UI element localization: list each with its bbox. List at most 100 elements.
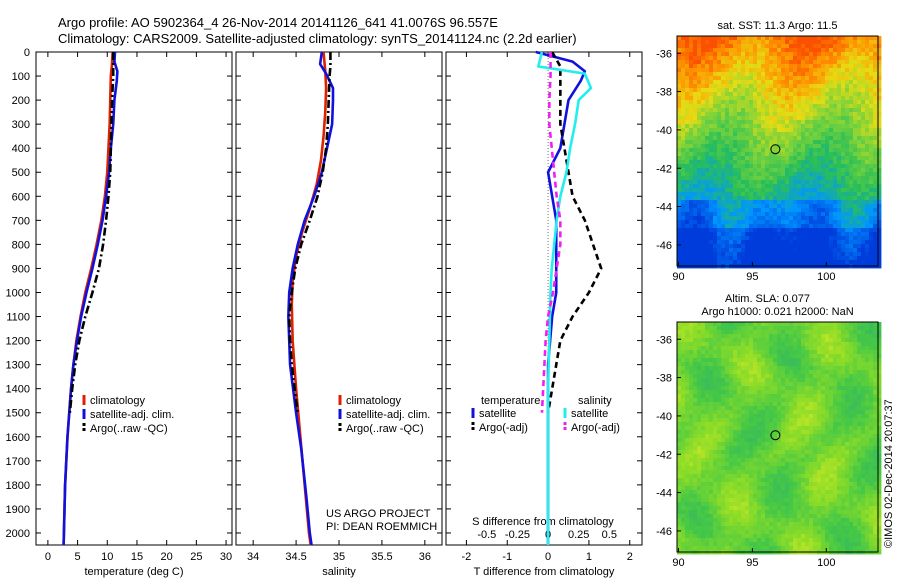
map-cell <box>697 160 702 165</box>
map-cell <box>849 188 854 193</box>
map-cell <box>845 216 850 221</box>
map-cell <box>777 350 782 355</box>
map-cell <box>781 232 786 237</box>
map-cell <box>853 366 858 371</box>
map-cell <box>801 188 806 193</box>
map-cell <box>777 64 782 69</box>
map-cell <box>697 394 702 399</box>
map-cell <box>861 256 866 261</box>
map-cell <box>821 212 826 217</box>
map-cell <box>837 362 842 367</box>
map-cell <box>701 248 706 253</box>
map-cell <box>837 358 842 363</box>
map-cell <box>873 176 878 181</box>
map-cell <box>741 248 746 253</box>
map-cell <box>869 160 874 165</box>
map-cell <box>705 362 710 367</box>
map-cell <box>745 260 750 265</box>
map-cell <box>697 358 702 363</box>
map-cell <box>733 92 738 97</box>
map-cell <box>813 196 818 201</box>
map-cell <box>753 116 758 121</box>
map-cell <box>845 450 850 455</box>
map-cell <box>845 44 850 49</box>
map-cell <box>713 236 718 241</box>
map-cell <box>761 252 766 257</box>
map-cell <box>737 224 742 229</box>
map-cell <box>785 208 790 213</box>
map-cell <box>861 228 866 233</box>
y-tick-label: 500 <box>12 167 30 179</box>
map-cell <box>865 228 870 233</box>
map-cell <box>769 414 774 419</box>
map-cell <box>821 172 826 177</box>
map-cell <box>861 240 866 245</box>
map-cell <box>845 88 850 93</box>
map-cell <box>789 260 794 265</box>
map-cell <box>877 68 882 73</box>
map-cell <box>797 260 802 265</box>
map-cell <box>757 132 762 137</box>
map-cell <box>833 156 838 161</box>
map-cell <box>701 322 706 327</box>
map-cell <box>845 112 850 117</box>
map-cell <box>817 208 822 213</box>
map-cell <box>777 156 782 161</box>
map-cell <box>821 56 826 61</box>
map-cell <box>737 120 742 125</box>
map-cell <box>737 410 742 415</box>
map-cell <box>725 224 730 229</box>
map-cell <box>873 394 878 399</box>
map-cell <box>877 56 882 61</box>
map-cell <box>681 362 686 367</box>
map-cell <box>705 48 710 53</box>
map-cell <box>773 128 778 133</box>
map-cell <box>693 374 698 379</box>
map-cell <box>681 192 686 197</box>
map-cell <box>869 382 874 387</box>
map-cell <box>849 84 854 89</box>
map-cell <box>729 402 734 407</box>
map-cell <box>805 140 810 145</box>
map-cell <box>793 252 798 257</box>
map-cell <box>773 402 778 407</box>
map-cell <box>737 168 742 173</box>
map-cell <box>869 200 874 205</box>
map-cell <box>817 140 822 145</box>
map-cell <box>773 382 778 387</box>
map-cell <box>717 132 722 137</box>
map-cell <box>821 196 826 201</box>
map-cell <box>797 326 802 331</box>
map-cell <box>829 330 834 335</box>
map-cell <box>761 346 766 351</box>
map-cell <box>857 422 862 427</box>
map-cell <box>797 438 802 443</box>
map-cell <box>713 196 718 201</box>
map-cell <box>729 232 734 237</box>
map-cell <box>721 362 726 367</box>
map-cell <box>793 136 798 141</box>
map-cell <box>857 406 862 411</box>
map-cell <box>713 354 718 359</box>
map-cell <box>873 116 878 121</box>
map-cell <box>745 220 750 225</box>
map-cell <box>725 192 730 197</box>
map-cell <box>837 454 842 459</box>
map-cell <box>713 72 718 77</box>
map-cell <box>693 430 698 435</box>
map-cell <box>757 84 762 89</box>
map-cell <box>737 164 742 169</box>
map-cell <box>837 394 842 399</box>
map-cell <box>857 208 862 213</box>
map-cell <box>809 76 814 81</box>
map-cell <box>877 128 882 133</box>
map-cell <box>837 124 842 129</box>
map-cell <box>869 128 874 133</box>
map-cell <box>777 418 782 423</box>
map-cell <box>749 390 754 395</box>
map-cell <box>725 342 730 347</box>
map-cell <box>737 370 742 375</box>
map-cell <box>725 422 730 427</box>
map-cell <box>845 184 850 189</box>
map-cell <box>809 236 814 241</box>
